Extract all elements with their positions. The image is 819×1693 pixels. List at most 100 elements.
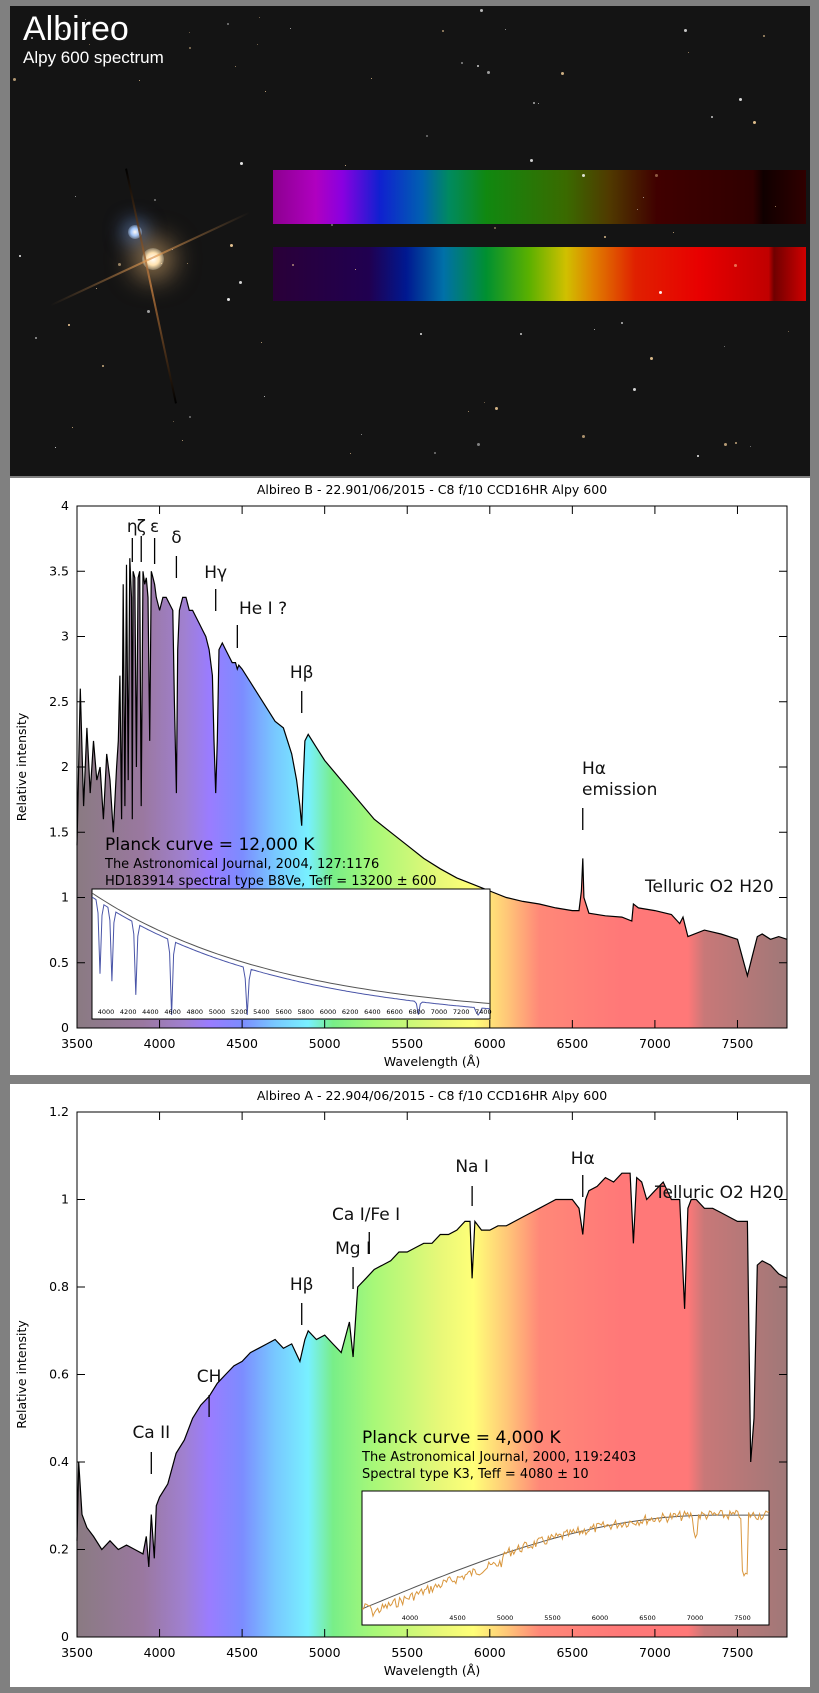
field-star: [31, 37, 33, 39]
field-star: [75, 196, 76, 197]
field-star: [739, 98, 742, 101]
field-star: [154, 199, 156, 201]
inset-frame: [91, 888, 491, 1020]
field-star: [673, 232, 674, 233]
inset-reference-spectrum: [91, 896, 491, 1016]
field-star: [633, 388, 636, 391]
y-tick-label: 2.5: [49, 694, 69, 709]
field-star: [477, 65, 479, 67]
line-annotation-label: Hγ: [204, 563, 227, 583]
line-annotation-label: ζ: [137, 517, 146, 537]
field-star: [530, 159, 533, 162]
field-star: [85, 19, 86, 20]
field-star: [235, 66, 236, 67]
reference-note: The Astronomical Journal, 2000, 119:2403: [361, 1450, 636, 1465]
field-star: [172, 249, 173, 250]
y-tick-label: 2: [61, 759, 69, 774]
chart-albireo-a: Albireo A - 22.904/06/2015 - C8 f/10 CCD…: [10, 1084, 810, 1687]
field-star: [582, 174, 585, 177]
inset-x-tick-label: 7500: [734, 1614, 751, 1622]
field-star: [350, 453, 351, 454]
field-star: [659, 291, 662, 294]
inset-x-tick-label: 5000: [209, 1008, 226, 1016]
field-star: [239, 281, 242, 284]
x-tick-label: 6000: [474, 1036, 506, 1051]
planck-note: Planck curve = 12,000 K: [105, 835, 315, 855]
x-tick-label: 3500: [61, 1036, 93, 1051]
field-star: [724, 346, 725, 347]
field-star: [788, 331, 789, 332]
y-axis-label: Relative intensity: [14, 712, 29, 821]
y-tick-label: 0: [61, 1629, 69, 1644]
inset-planck-curve: [91, 892, 491, 1004]
line-annotation-label: He I ?: [239, 599, 287, 619]
x-tick-label: 4500: [226, 1645, 258, 1660]
field-star: [461, 62, 463, 64]
chart-albireo-b: Albireo B - 22.901/06/2015 - C8 f/10 CCD…: [10, 478, 810, 1075]
field-star: [240, 162, 243, 165]
field-star: [594, 329, 595, 330]
field-star: [118, 263, 121, 266]
field-star: [230, 244, 233, 247]
y-tick-label: 0.4: [49, 1454, 69, 1469]
field-star: [227, 23, 229, 25]
inset-x-tick-label: 7000: [687, 1614, 704, 1622]
line-annotation-label: Na I: [455, 1157, 489, 1177]
line-annotation-label: Telluric O2 H20: [654, 1183, 784, 1203]
field-star: [102, 365, 104, 367]
spectrum-line: [76, 558, 788, 979]
chart-title: Albireo A - 22.904/06/2015 - C8 f/10 CCD…: [257, 1088, 607, 1103]
field-star: [477, 443, 480, 446]
chart-svg: Albireo B - 22.901/06/2015 - C8 f/10 CCD…: [14, 482, 788, 1069]
inset-x-tick-label: 5200: [231, 1008, 248, 1016]
field-star: [331, 224, 333, 226]
inset-x-tick-label: 4400: [142, 1008, 159, 1016]
y-tick-label: 1.5: [49, 824, 69, 839]
line-annotation-label: Hα: [571, 1149, 595, 1169]
inset-frame: [361, 1490, 770, 1626]
inset-x-tick-label: 7400: [475, 1008, 492, 1016]
field-star: [72, 427, 73, 428]
y-axis-label: Relative intensity: [14, 1320, 29, 1429]
y-tick-label: 0: [61, 1020, 69, 1035]
diffraction-spike: [49, 211, 251, 307]
x-axis-label: Wavelength (Å): [384, 1663, 480, 1678]
field-star: [161, 263, 162, 264]
field-star: [55, 447, 56, 448]
field-star: [434, 452, 436, 454]
field-star: [96, 288, 97, 289]
field-star: [735, 442, 737, 444]
field-star: [189, 47, 191, 49]
x-tick-label: 5000: [309, 1645, 341, 1660]
x-tick-label: 7500: [722, 1645, 754, 1660]
x-tick-label: 5500: [391, 1645, 423, 1660]
inset-x-tick-label: 7200: [453, 1008, 470, 1016]
line-annotation-label: Telluric O2 H20: [644, 877, 774, 897]
x-tick-label: 7000: [639, 1645, 671, 1660]
spectral-type-note: Spectral type K3, Teff = 4080 ± 10: [362, 1467, 589, 1482]
field-star: [688, 52, 689, 53]
x-tick-label: 4500: [226, 1036, 258, 1051]
field-star: [753, 121, 756, 124]
line-annotation-label: Hα: [582, 759, 606, 779]
field-star: [684, 29, 687, 32]
line-annotation-label: emission: [582, 780, 657, 800]
field-star: [442, 30, 444, 32]
x-tick-label: 6500: [556, 1645, 588, 1660]
inset-x-tick-label: 4600: [164, 1008, 181, 1016]
inset-x-tick-label: 4500: [449, 1614, 466, 1622]
field-star: [533, 102, 535, 104]
y-tick-label: 0.2: [49, 1542, 69, 1557]
field-star: [426, 135, 428, 137]
field-star: [582, 435, 585, 438]
line-annotation-label: Ca II: [132, 1423, 170, 1443]
inset-x-tick-label: 4000: [402, 1614, 419, 1622]
field-star: [264, 396, 265, 397]
field-star: [487, 71, 490, 74]
inset-x-tick-label: 6200: [342, 1008, 359, 1016]
diffraction-spike: [125, 168, 177, 404]
field-star: [520, 333, 522, 335]
inset-x-tick-label: 5400: [253, 1008, 270, 1016]
field-star: [19, 255, 21, 257]
inset-x-tick-label: 6000: [592, 1614, 609, 1622]
